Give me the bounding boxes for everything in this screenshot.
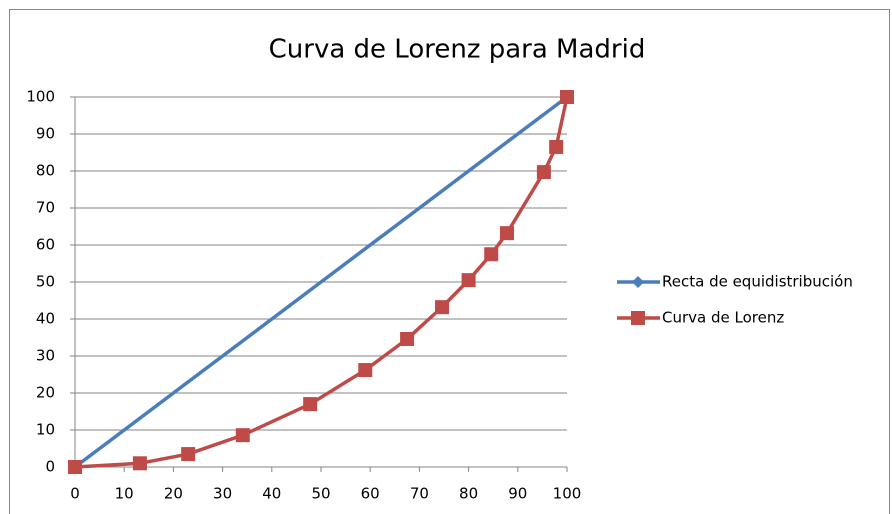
y-tick-label: 100: [26, 88, 55, 106]
x-tick-label: 80: [459, 485, 478, 503]
y-tick-label: 50: [36, 273, 55, 291]
series-line: [74, 96, 569, 469]
y-tick-label: 0: [45, 458, 55, 476]
legend-marker: [632, 276, 644, 288]
y-tick-label: 80: [36, 162, 55, 180]
x-tick-label: 40: [262, 485, 281, 503]
y-tick-label: 70: [36, 199, 55, 217]
x-tick-label: 50: [311, 485, 330, 503]
legend-label: Recta de equidistribución: [662, 273, 853, 291]
series-line: [73, 95, 569, 469]
marker: [400, 331, 415, 346]
x-tick-label: 100: [553, 485, 582, 503]
y-tick-label: 10: [36, 421, 55, 439]
legend-label: Curva de Lorenz: [662, 309, 784, 327]
marker: [499, 226, 514, 241]
marker: [132, 456, 147, 471]
x-tick-label: 30: [213, 485, 232, 503]
marker: [549, 139, 564, 154]
y-tick-label: 20: [36, 384, 55, 402]
marker: [461, 273, 476, 288]
marker: [358, 363, 373, 378]
y-tick-label: 30: [36, 347, 55, 365]
marker: [536, 165, 551, 180]
y-tick-label: 90: [36, 125, 55, 143]
y-tick-label: 40: [36, 310, 55, 328]
marker: [235, 428, 250, 443]
x-tick-label: 0: [70, 485, 80, 503]
marker: [484, 247, 499, 262]
marker: [181, 447, 196, 462]
x-tick-label: 60: [361, 485, 380, 503]
y-tick-label: 60: [36, 236, 55, 254]
x-tick-label: 20: [164, 485, 183, 503]
marker: [560, 90, 574, 104]
marker: [303, 397, 318, 412]
x-tick-label: 70: [410, 485, 429, 503]
x-tick-label: 90: [508, 485, 527, 503]
chart-title: Curva de Lorenz para Madrid: [269, 35, 646, 65]
marker: [68, 460, 82, 474]
marker: [435, 300, 450, 315]
x-tick-label: 10: [115, 485, 134, 503]
legend-marker: [631, 311, 645, 325]
chart-border: [9, 9, 890, 514]
